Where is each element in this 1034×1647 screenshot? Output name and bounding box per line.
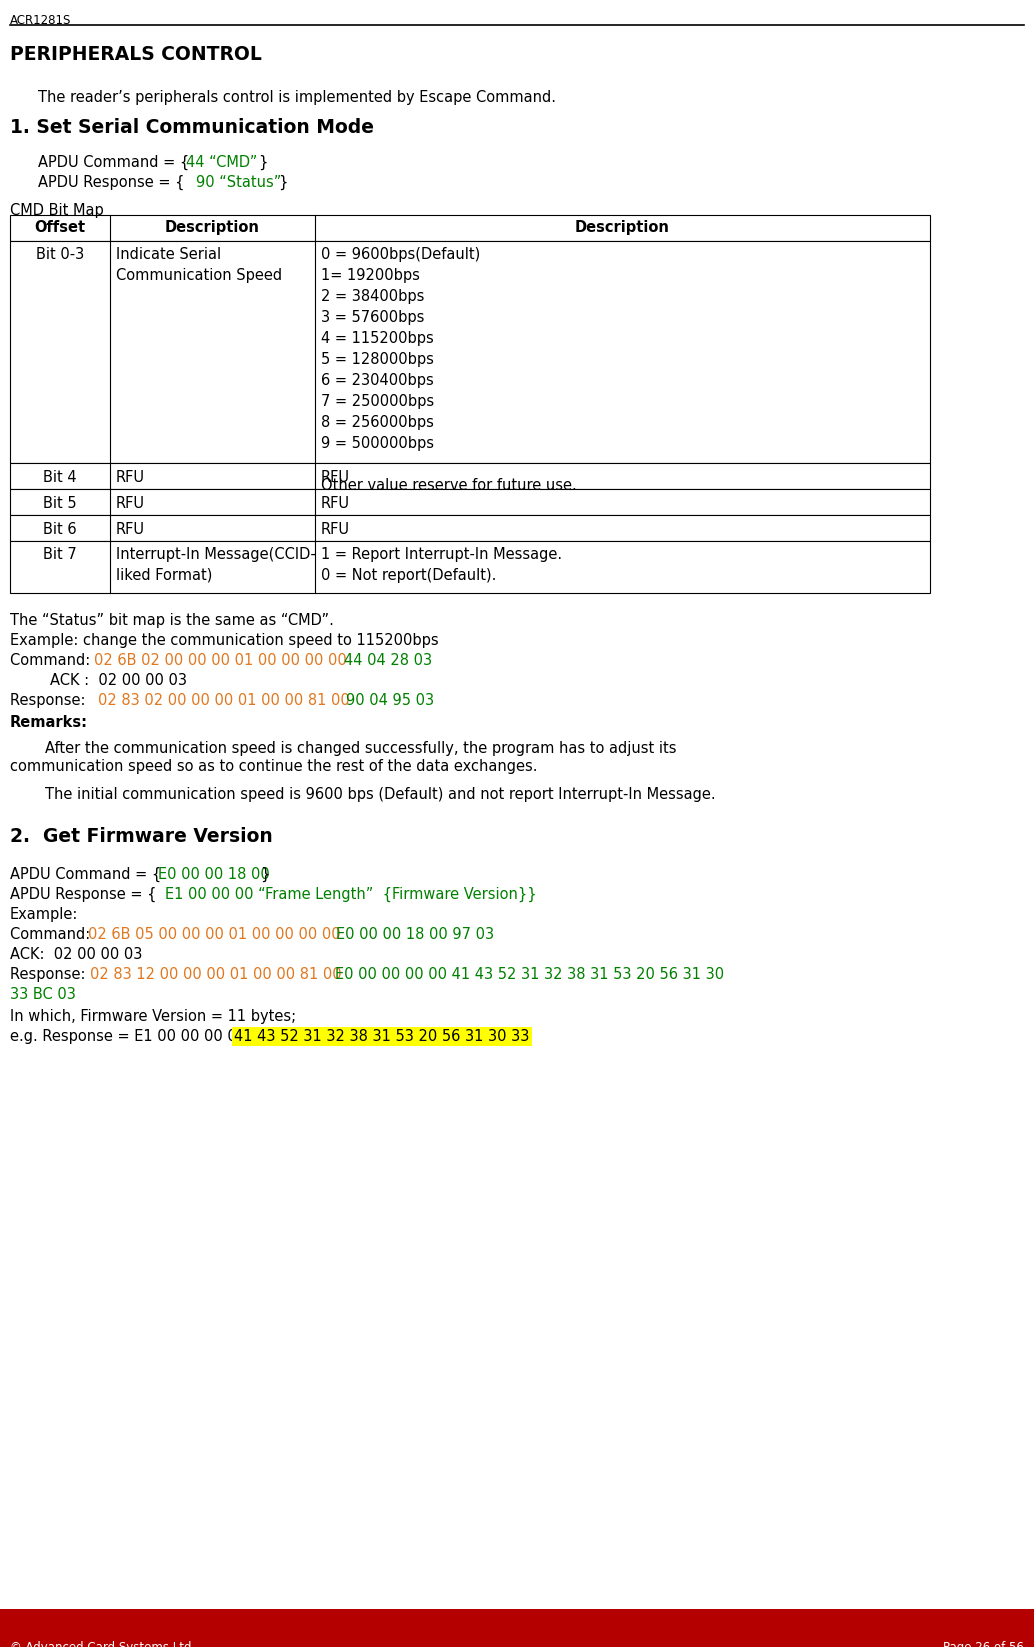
Text: E0 00 00 18 00 97 03: E0 00 00 18 00 97 03 [336, 927, 494, 942]
Text: 90 04 95 03: 90 04 95 03 [346, 693, 434, 708]
Text: Offset: Offset [34, 221, 86, 236]
Text: Command:: Command: [10, 652, 99, 669]
Text: PERIPHERALS CONTROL: PERIPHERALS CONTROL [10, 44, 262, 64]
Text: Command:: Command: [10, 927, 95, 942]
Text: e.g. Response = E1 00 00 00 0F: e.g. Response = E1 00 00 00 0F [10, 1029, 249, 1044]
Text: APDU Command = {: APDU Command = { [10, 866, 161, 883]
Text: }: } [260, 866, 270, 883]
Text: 33 BC 03: 33 BC 03 [10, 987, 75, 1001]
Text: APDU Response = {: APDU Response = { [10, 888, 156, 903]
Bar [0, 1609, 1034, 1647]
Text: 41 43 52 31 32 38 31 53 20 56 31 30 33: 41 43 52 31 32 38 31 53 20 56 31 30 33 [234, 1029, 529, 1044]
Text: 02 6B 02 00 00 00 01 00 00 00 00: 02 6B 02 00 00 00 01 00 00 00 00 [94, 652, 352, 669]
Text: Indicate Serial
Communication Speed: Indicate Serial Communication Speed [116, 247, 282, 283]
Text: In which, Firmware Version = 11 bytes;: In which, Firmware Version = 11 bytes; [10, 1010, 296, 1024]
Text: Response:: Response: [10, 967, 90, 982]
Text: Bit 0-3: Bit 0-3 [36, 247, 84, 262]
Text: }: } [278, 175, 287, 189]
Text: Description: Description [165, 221, 260, 236]
Text: 02 6B 05 00 00 00 01 00 00 00 00: 02 6B 05 00 00 00 01 00 00 00 00 [88, 927, 345, 942]
Text: 44 04 28 03: 44 04 28 03 [344, 652, 432, 669]
Text: RFU: RFU [321, 469, 349, 484]
Text: 02 83 12 00 00 00 01 00 00 81 00: 02 83 12 00 00 00 01 00 00 81 00 [90, 967, 346, 982]
Text: The reader’s peripherals control is implemented by Escape Command.: The reader’s peripherals control is impl… [38, 91, 556, 105]
Text: RFU: RFU [321, 496, 349, 511]
Text: © Advanced Card Systems Ltd.: © Advanced Card Systems Ltd. [10, 1640, 195, 1647]
Text: E1 00 00 00 “Frame Length”  {Firmware Version}}: E1 00 00 00 “Frame Length” {Firmware Ver… [165, 888, 537, 903]
Bar [10, 240, 930, 463]
Text: After the communication speed is changed successfully, the program has to adjust: After the communication speed is changed… [45, 741, 676, 756]
Text: Remarks:: Remarks: [10, 715, 88, 730]
Text: RFU: RFU [116, 469, 145, 484]
Bar [10, 216, 930, 240]
Text: 02 83 02 00 00 00 01 00 00 81 00: 02 83 02 00 00 00 01 00 00 81 00 [98, 693, 355, 708]
Text: Example: change the communication speed to 115200bps: Example: change the communication speed … [10, 632, 438, 647]
Text: RFU: RFU [116, 496, 145, 511]
Text: RFU: RFU [321, 522, 349, 537]
Text: 44 “CMD”: 44 “CMD” [186, 155, 257, 170]
Text: }: } [258, 155, 268, 170]
Bar [10, 540, 930, 593]
Text: Response:: Response: [10, 693, 95, 708]
Text: communication speed so as to continue the rest of the data exchanges.: communication speed so as to continue th… [10, 759, 538, 774]
Text: E0 00 00 18 00: E0 00 00 18 00 [158, 866, 270, 883]
Text: CMD Bit Map: CMD Bit Map [10, 203, 103, 217]
Text: Bit 6: Bit 6 [43, 522, 77, 537]
Text: 90 “Status”: 90 “Status” [196, 175, 281, 189]
Text: Page 26 of 56: Page 26 of 56 [943, 1640, 1024, 1647]
Text: Example:: Example: [10, 907, 79, 922]
Bar [10, 516, 930, 540]
Bar [10, 489, 930, 516]
Text: 2.  Get Firmware Version: 2. Get Firmware Version [10, 827, 273, 847]
Text: ACK:  02 00 00 03: ACK: 02 00 00 03 [10, 947, 143, 962]
Text: The “Status” bit map is the same as “CMD”.: The “Status” bit map is the same as “CMD… [10, 613, 334, 628]
Text: E0 00 00 00 00 41 43 52 31 32 38 31 53 20 56 31 30: E0 00 00 00 00 41 43 52 31 32 38 31 53 2… [335, 967, 724, 982]
Text: Bit 7: Bit 7 [43, 547, 77, 562]
Text: Bit 5: Bit 5 [43, 496, 77, 511]
Text: APDU Command = {: APDU Command = { [38, 155, 189, 170]
Text: 0 = 9600bps(Default)
1= 19200bps
2 = 38400bps
3 = 57600bps
4 = 115200bps
5 = 128: 0 = 9600bps(Default) 1= 19200bps 2 = 384… [321, 247, 577, 492]
Text: The initial communication speed is 9600 bps (Default) and not report Interrupt-I: The initial communication speed is 9600 … [45, 787, 716, 802]
Bar [10, 463, 930, 489]
Text: 1 = Report Interrupt-In Message.
0 = Not report(Default).: 1 = Report Interrupt-In Message. 0 = Not… [321, 547, 562, 583]
Text: 1. Set Serial Communication Mode: 1. Set Serial Communication Mode [10, 119, 374, 137]
Text: ACK :  02 00 00 03: ACK : 02 00 00 03 [50, 674, 187, 688]
Text: APDU Response = {: APDU Response = { [38, 175, 184, 189]
Text: ACR1281S: ACR1281S [10, 15, 71, 26]
Text: Bit 4: Bit 4 [43, 469, 77, 484]
Text: Interrupt-In Message(CCID-
liked Format): Interrupt-In Message(CCID- liked Format) [116, 547, 315, 583]
Text: Description: Description [575, 221, 670, 236]
Text: RFU: RFU [116, 522, 145, 537]
